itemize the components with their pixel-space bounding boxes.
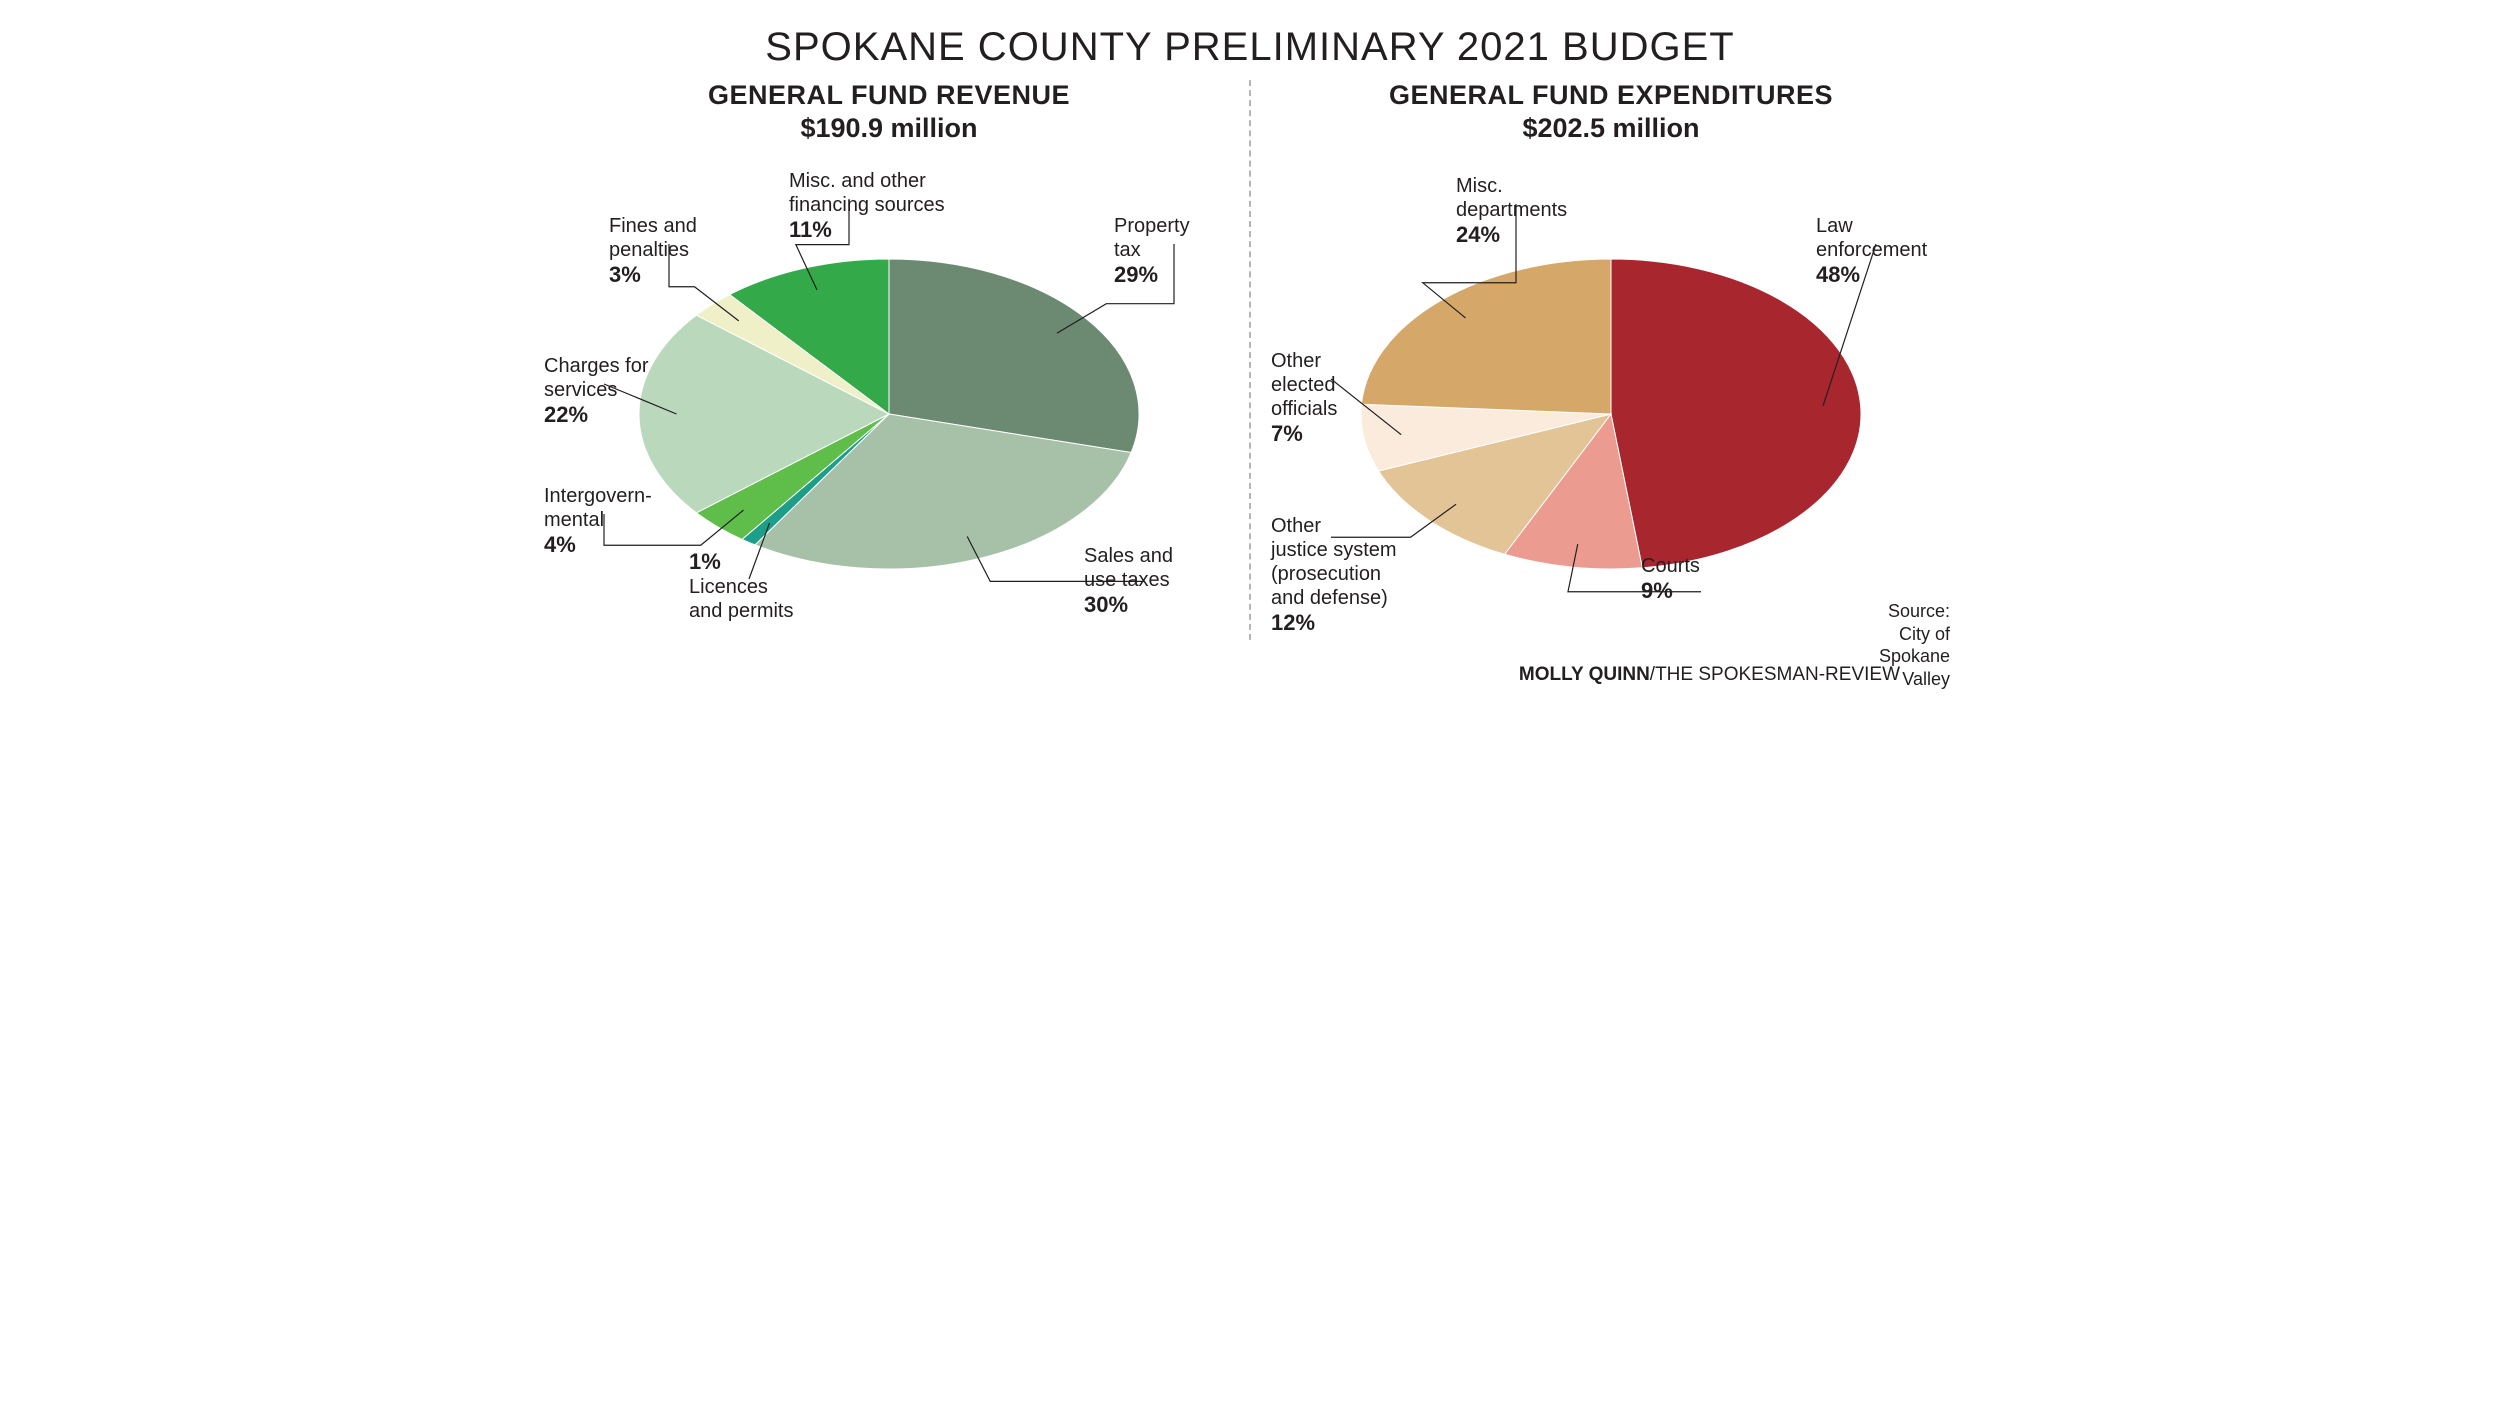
slice-label: Courts9% — [1641, 554, 1700, 604]
divider — [1249, 80, 1251, 640]
expenditures-column: GENERAL FUND EXPENDITURES $202.5 million… — [1261, 80, 1961, 654]
revenue-pie: Propertytax29% Sales anduse taxes30% 1%Lic… — [539, 154, 1239, 654]
slice-label: Misc.departments24% — [1456, 174, 1567, 248]
revenue-header: GENERAL FUND REVENUE $190.9 million — [539, 80, 1239, 144]
expenditures-title: GENERAL FUND EXPENDITURES — [1261, 80, 1961, 111]
pie-slice — [1611, 259, 1861, 568]
slice-label: Intergovern-mental4% — [544, 484, 652, 558]
slice-label: Fines andpenalties3% — [609, 214, 697, 288]
slice-label: Misc. and otherfinancing sources11% — [789, 169, 945, 243]
credit-line: MOLLY QUINN/THE SPOKESMAN-REVIEW — [510, 664, 1990, 686]
slice-label: Otherjustice system(prosecutionand defen… — [1271, 514, 1397, 636]
revenue-title: GENERAL FUND REVENUE — [539, 80, 1239, 111]
page-root: SPOKANE COUNTY PRELIMINARY 2021 BUDGET G… — [510, 0, 1990, 830]
slice-label: Charges forservices22% — [544, 354, 649, 428]
revenue-column: GENERAL FUND REVENUE $190.9 million Prop… — [539, 80, 1239, 654]
slice-label: Propertytax29% — [1114, 214, 1190, 288]
main-title: SPOKANE COUNTY PRELIMINARY 2021 BUDGET — [510, 0, 1990, 80]
source-note: Source:City ofSpokaneValley — [1879, 600, 1950, 690]
pie-slice — [1361, 259, 1611, 414]
expenditures-header: GENERAL FUND EXPENDITURES $202.5 million — [1261, 80, 1961, 144]
slice-label: 1%Licencesand permits — [689, 549, 794, 623]
expenditures-pie: Lawenforcement48% Courts9% Otherjustice sy… — [1261, 154, 1961, 654]
slice-label: Otherelectedofficials7% — [1271, 349, 1337, 447]
slice-label: Sales anduse taxes30% — [1084, 544, 1173, 618]
revenue-amount: $190.9 million — [539, 113, 1239, 144]
credit-author: MOLLY QUINN — [1519, 664, 1650, 685]
charts-row: GENERAL FUND REVENUE $190.9 million Prop… — [510, 80, 1990, 654]
slice-label: Lawenforcement48% — [1816, 214, 1927, 288]
expenditures-amount: $202.5 million — [1261, 113, 1961, 144]
credit-publication: /THE SPOKESMAN-REVIEW — [1650, 664, 1900, 685]
